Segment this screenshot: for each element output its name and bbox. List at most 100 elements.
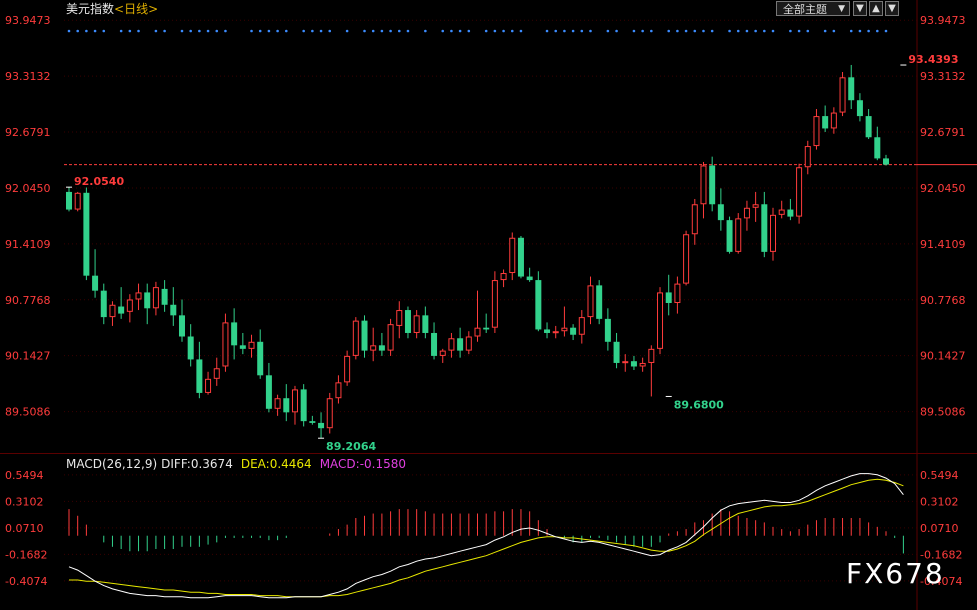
signal-dot: [589, 29, 592, 33]
candle-body: [483, 327, 490, 330]
candle-body: [726, 220, 733, 252]
candle-body: [144, 292, 151, 309]
y-tick-left: 93.9473: [5, 14, 51, 27]
signal-dot: [710, 29, 714, 33]
signal-dot: [258, 29, 262, 33]
signal-dot: [380, 29, 384, 33]
candle-body: [161, 288, 168, 305]
macd-params: MACD(26,12,9): [66, 457, 158, 471]
signal-dot: [102, 29, 106, 33]
candle-body: [657, 292, 664, 349]
signal-dot: [328, 29, 332, 33]
candle-body: [135, 292, 142, 300]
signal-dot: [76, 29, 79, 33]
signal-dot: [137, 29, 140, 33]
candle-body: [743, 207, 750, 219]
candle-body: [648, 348, 655, 363]
signal-dot: [728, 29, 731, 33]
candle-body: [839, 77, 846, 113]
y-tick-right: 90.7768: [920, 294, 966, 307]
signal-dot: [736, 29, 740, 33]
candle-body: [309, 421, 316, 423]
candle-body: [431, 332, 438, 356]
candle-body: [604, 318, 611, 342]
signal-dot: [467, 29, 471, 33]
signal-dot: [519, 29, 523, 33]
signal-dot: [363, 29, 366, 33]
signal-dot: [441, 29, 445, 33]
signal-dot: [789, 29, 792, 33]
macd-y-tick-left: 0.0710: [5, 522, 44, 535]
candle-body: [170, 304, 177, 316]
candle-body: [587, 285, 594, 318]
extreme-label: 93.4393: [908, 53, 958, 66]
candle-body: [231, 322, 238, 346]
candle-body: [352, 320, 359, 356]
candle-body: [535, 280, 542, 330]
macd-y-tick-right: 0.0710: [920, 522, 959, 535]
candle-body: [413, 315, 420, 333]
y-tick-right: 89.5086: [920, 406, 966, 419]
signal-dot: [484, 29, 488, 33]
candle-body: [517, 237, 524, 277]
signal-dot: [493, 29, 497, 33]
candle-body: [709, 165, 716, 205]
signal-dot: [119, 29, 123, 33]
signal-dot: [771, 29, 775, 33]
candle-body: [509, 237, 516, 274]
expand-button[interactable]: ▼: [885, 1, 899, 16]
candle-body: [205, 378, 212, 393]
candle-body: [370, 345, 377, 351]
signal-dot: [606, 29, 610, 33]
candle-body: [387, 324, 394, 351]
signal-dot: [615, 29, 618, 33]
y-tick-right: 90.1427: [920, 350, 966, 363]
candle-body: [700, 165, 707, 205]
candle-body: [465, 336, 472, 351]
macd-y-tick-left: 0.3102: [5, 495, 44, 508]
macd-y-tick-left: 0.5494: [5, 469, 44, 482]
candle-body: [118, 306, 125, 314]
signal-dot: [684, 29, 688, 33]
candle-body: [439, 350, 446, 356]
candle-body: [691, 204, 698, 235]
candle-body: [717, 204, 724, 221]
y-tick-left: 91.4109: [5, 238, 51, 251]
theme-select[interactable]: 全部主题 ▼: [776, 1, 850, 16]
signal-dot: [763, 29, 766, 33]
signal-dot: [676, 29, 679, 33]
extreme-label: 89.2064: [326, 440, 376, 453]
signal-dot: [545, 29, 549, 33]
y-tick-right: 92.0450: [920, 182, 966, 195]
candle-body: [396, 310, 403, 326]
instrument-title: 美元指数: [66, 2, 115, 16]
candle-body: [596, 285, 603, 319]
signal-dot: [823, 29, 827, 33]
diff-line: [68, 473, 904, 599]
signal-dot: [867, 29, 870, 33]
candle-body: [830, 112, 837, 129]
signal-dot: [632, 29, 636, 33]
candle-body: [544, 329, 551, 333]
signal-dot: [154, 29, 158, 33]
candle-body: [213, 368, 220, 379]
candle-body: [318, 422, 325, 429]
candle-body: [152, 287, 159, 309]
candle-body: [883, 158, 889, 165]
candle-body: [257, 341, 264, 376]
signal-dot: [458, 29, 462, 33]
macd-y-tick-right: -0.4074: [920, 575, 962, 588]
candle-body: [665, 292, 672, 304]
signal-dot: [180, 29, 184, 33]
scroll-down-button[interactable]: ▼: [853, 1, 867, 16]
signal-dot: [797, 29, 801, 33]
scroll-up-button[interactable]: ▲: [869, 1, 883, 16]
y-tick-right: 91.4109: [920, 238, 966, 251]
signal-dot: [67, 29, 71, 33]
candle-body: [326, 398, 333, 429]
period-label[interactable]: <日线>: [114, 2, 159, 16]
signal-dot: [276, 29, 279, 33]
candle-body: [526, 276, 533, 281]
